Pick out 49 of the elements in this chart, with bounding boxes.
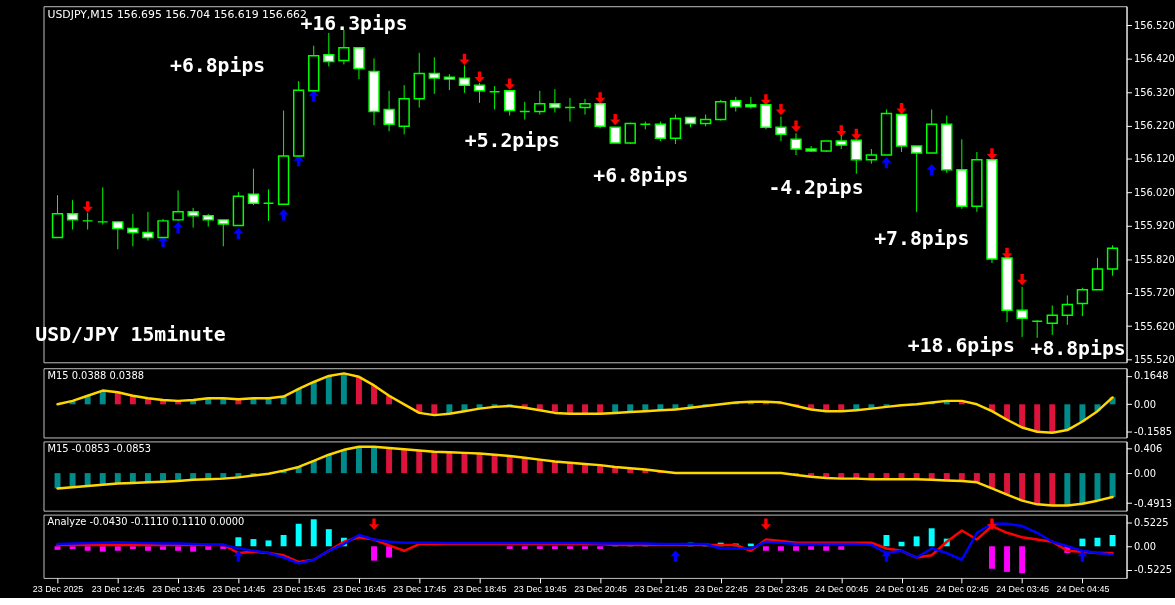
y-tick-label: 0.5225 [1133, 517, 1169, 529]
y-tick-label: 155.820 [1133, 253, 1175, 265]
annotation: +6.8pips [593, 164, 689, 188]
y-tick-label: 156.220 [1133, 120, 1175, 132]
y-tick-label: -0.5225 [1133, 564, 1173, 576]
x-tick-label: 24 Dec 01:45 [875, 584, 929, 595]
y-tick-label: 155.720 [1133, 287, 1175, 299]
x-tick-label: 24 Dec 03:45 [996, 584, 1050, 595]
x-tick-label: 24 Dec 04:45 [1056, 584, 1110, 595]
annotation: USD/JPY 15minute [35, 322, 226, 346]
y-tick-label: 156.020 [1133, 186, 1175, 198]
x-tick-label: 24 Dec 00:45 [815, 584, 869, 595]
y-tick-label: 156.120 [1133, 153, 1175, 165]
x-tick-label: 23 Dec 13:45 [152, 584, 206, 595]
annotation: +7.8pips [874, 226, 970, 250]
y-tick-label: 156.320 [1133, 86, 1175, 98]
y-tick-label: 155.620 [1133, 320, 1175, 332]
x-tick-label: 23 Dec 12:45 [91, 584, 145, 595]
x-tick-label: 23 Dec 20:45 [574, 584, 628, 595]
x-tick-label: 24 Dec 02:45 [935, 584, 989, 595]
x-tick-label: 23 Dec 2025 [32, 584, 84, 595]
x-tick-label: 23 Dec 18:45 [453, 584, 507, 595]
annotation: +18.6pips [907, 334, 1015, 358]
chart-title: M15 -0.0853 -0.0853 [47, 443, 152, 455]
x-tick-label: 23 Dec 19:45 [513, 584, 567, 595]
x-tick-label: 23 Dec 17:45 [393, 584, 447, 595]
y-tick-label: 0.1648 [1133, 370, 1169, 382]
y-tick-label: 156.420 [1133, 53, 1175, 65]
y-tick-label: -0.1585 [1133, 426, 1173, 437]
annotation: +8.8pips [1030, 337, 1126, 361]
x-tick-label: 23 Dec 22:45 [694, 584, 748, 595]
x-tick-label: 23 Dec 16:45 [333, 584, 386, 595]
y-tick-label: 0.00 [1133, 540, 1156, 552]
y-tick-label: 155.520 [1133, 354, 1175, 366]
y-tick-label: -0.4913 [1133, 497, 1173, 509]
chart-title: Analyze -0.0430 -0.1110 0.1110 0.0000 [47, 516, 245, 528]
x-tick-label: 23 Dec 21:45 [634, 584, 688, 595]
y-tick-label: 0.00 [1133, 467, 1156, 479]
x-tick-label: 23 Dec 15:45 [272, 584, 326, 595]
annotation: +5.2pips [464, 128, 560, 152]
y-tick-label: 0.406 [1133, 442, 1163, 454]
x-tick-label: 23 Dec 23:45 [755, 584, 808, 595]
chart-title: M15 0.0388 0.0388 [47, 370, 144, 382]
x-tick-label: 23 Dec 14:45 [212, 584, 266, 595]
annotation: +6.8pips [169, 53, 266, 77]
y-tick-label: 0.00 [1133, 398, 1156, 410]
annotation: -4.2pips [768, 176, 864, 200]
y-tick-label: 156.520 [1133, 19, 1175, 31]
y-tick-label: 155.920 [1133, 220, 1175, 232]
